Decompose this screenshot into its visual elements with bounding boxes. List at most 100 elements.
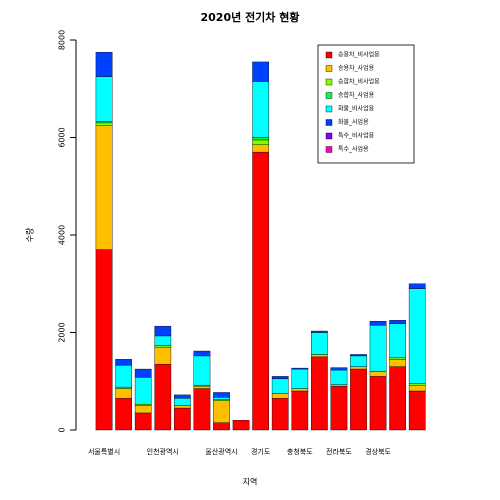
bar-segment	[115, 364, 132, 388]
bar-segment	[271, 376, 289, 380]
legend-swatch	[325, 105, 333, 113]
bar-segment	[271, 378, 289, 394]
bar-segment	[154, 345, 172, 348]
bar-segment	[174, 394, 191, 399]
bar-segment	[174, 407, 191, 431]
bar-segment	[193, 388, 211, 431]
bar-segment	[311, 356, 328, 431]
legend-label: 승합차_비사업용	[338, 78, 380, 86]
legend-label: 특수_사업용	[338, 145, 369, 153]
bar-segment	[95, 51, 113, 77]
x-tick-label: 인천광역시	[147, 447, 179, 456]
bar-segment	[252, 61, 270, 82]
legend-swatch	[325, 51, 333, 59]
legend-swatch	[325, 146, 333, 153]
legend-swatch	[325, 65, 333, 72]
bar-segment	[213, 422, 230, 431]
bar-segment	[134, 368, 152, 378]
bar-segment	[311, 330, 328, 333]
bar-segment	[154, 335, 172, 346]
bar-segment	[134, 377, 152, 405]
bar-segment	[369, 321, 387, 326]
legend-swatch	[325, 119, 333, 126]
bar-segment	[252, 144, 270, 153]
bar-segment	[330, 367, 348, 371]
bar-segment	[330, 369, 348, 385]
legend-label: 승용차_사업용	[338, 64, 375, 72]
y-tick-label: 6000	[58, 127, 67, 147]
bar-segment	[389, 323, 407, 359]
bar-segment	[193, 350, 211, 357]
bar-segment	[252, 151, 270, 431]
bar-segment	[350, 355, 367, 367]
legend-swatch	[325, 92, 333, 99]
y-tick-label: 0	[58, 427, 67, 432]
bar-segment	[408, 384, 426, 392]
bar-segment	[232, 420, 250, 431]
bar-segment	[291, 388, 309, 392]
bar-segment	[154, 346, 172, 365]
bar-segment	[291, 368, 309, 389]
bar-segment	[134, 412, 152, 431]
bar-segment	[408, 390, 426, 431]
bar-segment	[330, 384, 348, 387]
bar-segment	[115, 359, 132, 366]
x-tick-label: 서울특별시	[88, 447, 120, 456]
bar-segment	[252, 139, 270, 146]
bar-segment	[193, 385, 211, 389]
bar-segment	[350, 354, 367, 357]
bar-segment	[174, 405, 191, 409]
legend-box	[317, 44, 415, 164]
bar-segment	[193, 355, 211, 386]
bar-segment	[330, 385, 348, 431]
bar-segment	[389, 366, 407, 431]
bar-segment	[95, 249, 113, 431]
legend-label: 화물_비사업용	[338, 105, 375, 113]
bar-segment	[213, 392, 230, 398]
bar-segment	[252, 81, 270, 138]
bar-segment	[154, 363, 172, 431]
y-tick-label: 8000	[58, 30, 67, 50]
bar-segment	[115, 386, 132, 389]
bar-segment	[389, 359, 407, 367]
bar-segment	[408, 288, 426, 384]
x-tick-label: 경상북도	[365, 447, 391, 456]
x-axis-label: 지역	[243, 477, 258, 487]
bar-segment	[369, 376, 387, 431]
bar-segment	[115, 398, 132, 431]
bar-segment	[95, 125, 113, 250]
legend-label: 화물_사업용	[338, 118, 369, 126]
bar-segment	[408, 383, 426, 386]
legend-label: 승용차_비사업용	[338, 51, 380, 59]
bar-segment	[311, 354, 328, 358]
bar-segment	[95, 76, 113, 122]
y-tick-label: 4000	[58, 225, 67, 245]
bar-segment	[95, 122, 113, 126]
bar-segment	[369, 371, 387, 377]
legend-label: 특수_비사업용	[338, 132, 375, 140]
chart-title: 2020년 전기차 현황	[201, 10, 300, 24]
bar-segment	[291, 390, 309, 431]
bar-segment	[252, 137, 270, 141]
legend-swatch	[325, 132, 333, 140]
y-tick-label: 2000	[58, 322, 67, 342]
x-tick-label: 울산광역시	[205, 447, 237, 456]
bar-segment	[350, 366, 367, 370]
bar-segment	[174, 398, 191, 406]
x-tick-label: 충청북도	[287, 447, 313, 456]
bar-segment	[134, 405, 152, 414]
x-tick-label: 경기도	[251, 447, 271, 456]
bar-segment	[115, 388, 132, 399]
bar-segment	[134, 403, 152, 406]
bar-segment	[408, 283, 426, 289]
bar-segment	[389, 320, 407, 324]
legend-label: 승합차_사업용	[338, 91, 375, 99]
bar-segment	[291, 367, 309, 370]
bar-segment	[213, 400, 230, 423]
bar-segment	[369, 324, 387, 372]
bar-segment	[95, 121, 113, 124]
bar-segment	[311, 332, 328, 355]
y-axis-label: 수량	[25, 227, 35, 242]
x-tick-label: 전라북도	[326, 447, 352, 456]
